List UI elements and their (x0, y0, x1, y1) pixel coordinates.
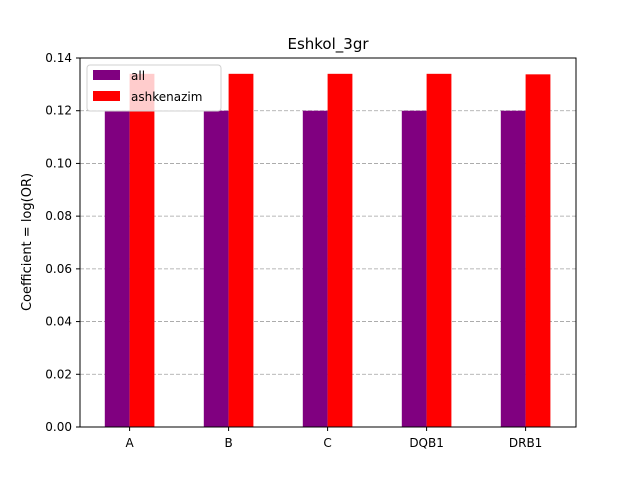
legend-swatch-all (93, 70, 120, 80)
chart-title: Eshkol_3gr (287, 35, 369, 54)
legend-label-ashkenazim: ashkenazim (131, 90, 202, 104)
y-tick-label: 0.04 (45, 315, 72, 329)
legend: all ashkenazim (86, 64, 222, 112)
y-axis: 0.00 0.02 0.04 0.06 0.08 0.10 0.12 0.14 (45, 51, 80, 434)
legend-label-all: all (131, 69, 145, 83)
legend-box (86, 64, 222, 112)
x-tick-label: B (224, 436, 232, 450)
x-tick-label: DRB1 (509, 436, 542, 450)
bar-all-B (203, 110, 229, 427)
bar-ashkenazim-DQB1 (426, 73, 452, 428)
bar-all-C (302, 110, 328, 427)
bar-all-DQB1 (401, 110, 427, 427)
bar-ashkenazim-C (327, 73, 353, 428)
legend-swatch-ashkenazim (93, 91, 120, 101)
y-tick-label: 0.08 (45, 209, 72, 223)
x-axis: A B C DQB1 DRB1 (125, 427, 542, 450)
y-axis-label: Coefficient = log(OR) (20, 173, 35, 311)
x-tick-label: A (125, 436, 134, 450)
y-tick-label: 0.02 (45, 367, 72, 381)
x-tick-label: C (323, 436, 331, 450)
bars-group (104, 73, 551, 428)
y-tick-label: 0.14 (45, 51, 72, 65)
y-tick-label: 0.10 (45, 156, 72, 170)
bar-all-DRB1 (500, 110, 526, 427)
bar-all-A (104, 110, 130, 427)
y-tick-label: 0.00 (45, 420, 72, 434)
y-tick-label: 0.06 (45, 262, 72, 276)
x-tick-label: DQB1 (409, 436, 444, 450)
y-tick-label: 0.12 (45, 104, 72, 118)
bar-ashkenazim-B (228, 73, 254, 428)
bar-ashkenazim-DRB1 (525, 74, 551, 427)
bar-ashkenazim-A (129, 73, 155, 428)
